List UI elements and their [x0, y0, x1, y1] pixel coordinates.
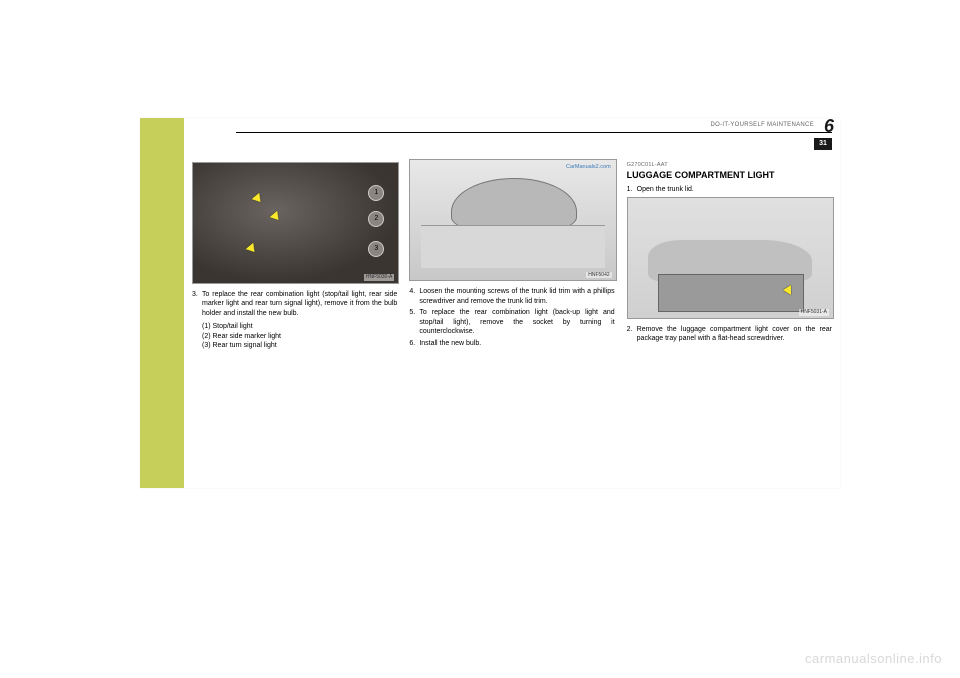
figure-luggage-light: HNF5031-A — [627, 197, 834, 319]
arrow-icon — [270, 211, 283, 224]
column-1: 1 2 3 HNF5030-A 3. To replace the rear c… — [192, 162, 397, 480]
figure-rear-light-sockets: 1 2 3 HNF5030-A — [192, 162, 399, 284]
step-2: 2. Remove the luggage compartment light … — [627, 325, 832, 344]
step-text: Remove the luggage compartment light cov… — [637, 325, 832, 344]
figure-label: HNF5031-A — [799, 309, 829, 316]
figure-label: HNF5030-A — [364, 274, 394, 281]
arrow-icon — [252, 193, 265, 206]
source-watermark: CarManuals2.com — [405, 164, 610, 171]
step-text: Open the trunk lid. — [637, 185, 832, 194]
chapter-number: 6 — [824, 116, 834, 137]
column-2: CarManuals2.com HNF5042 4. Loosen the mo… — [409, 162, 614, 480]
figure-label: HNF5042 — [586, 272, 611, 279]
arrow-icon — [246, 243, 259, 256]
bumper-shape — [421, 225, 606, 268]
column-3: G270C01L-AAT LUGGAGE COMPARTMENT LIGHT 1… — [627, 162, 832, 480]
step-1: 1. Open the trunk lid. — [627, 185, 832, 194]
section-label: DO-IT-YOURSELF MAINTENANCE — [711, 122, 814, 128]
step-number: 6. — [409, 339, 419, 348]
header-rule — [236, 132, 832, 133]
manual-page: DO-IT-YOURSELF MAINTENANCE 6 31 1 2 3 HN… — [140, 118, 840, 488]
step-text: To replace the rear combination light (b… — [419, 308, 614, 336]
step-number: 2. — [627, 325, 637, 344]
step-5: 5. To replace the rear combination light… — [409, 308, 614, 336]
content-columns: 1 2 3 HNF5030-A 3. To replace the rear c… — [192, 162, 832, 480]
section-title: LUGGAGE COMPARTMENT LIGHT — [627, 170, 832, 181]
light-cover-inset — [658, 274, 804, 312]
step-6: 6. Install the new bulb. — [409, 339, 614, 348]
step-text: To replace the rear combination light (s… — [202, 290, 397, 318]
callout-3: 3 — [368, 241, 384, 257]
figure-trunk-lid-trim: HNF5042 — [409, 159, 616, 281]
step-text: Install the new bulb. — [419, 339, 614, 348]
legend-item: (1) Stop/tail light — [202, 322, 397, 331]
step-number: 4. — [409, 287, 419, 306]
step-number: 3. — [192, 290, 202, 318]
callout-2: 2 — [368, 211, 384, 227]
page-number: 31 — [814, 138, 832, 150]
legend-item: (2) Rear side marker light — [202, 332, 397, 341]
callout-1: 1 — [368, 185, 384, 201]
step-text: Loosen the mounting screws of the trunk … — [419, 287, 614, 306]
step-number: 1. — [627, 185, 637, 194]
step-4: 4. Loosen the mounting screws of the tru… — [409, 287, 614, 306]
bulb-legend: (1) Stop/tail light (2) Rear side marker… — [202, 322, 397, 350]
step-3: 3. To replace the rear combination light… — [192, 290, 397, 318]
sidebar-accent — [140, 118, 184, 488]
arrow-icon — [783, 285, 791, 295]
step-number: 5. — [409, 308, 419, 336]
page-header: DO-IT-YOURSELF MAINTENANCE 6 31 — [184, 118, 840, 150]
legend-item: (3) Rear turn signal light — [202, 341, 397, 350]
procedure-code: G270C01L-AAT — [627, 162, 832, 169]
footer-watermark: carmanualsonline.info — [805, 651, 942, 666]
